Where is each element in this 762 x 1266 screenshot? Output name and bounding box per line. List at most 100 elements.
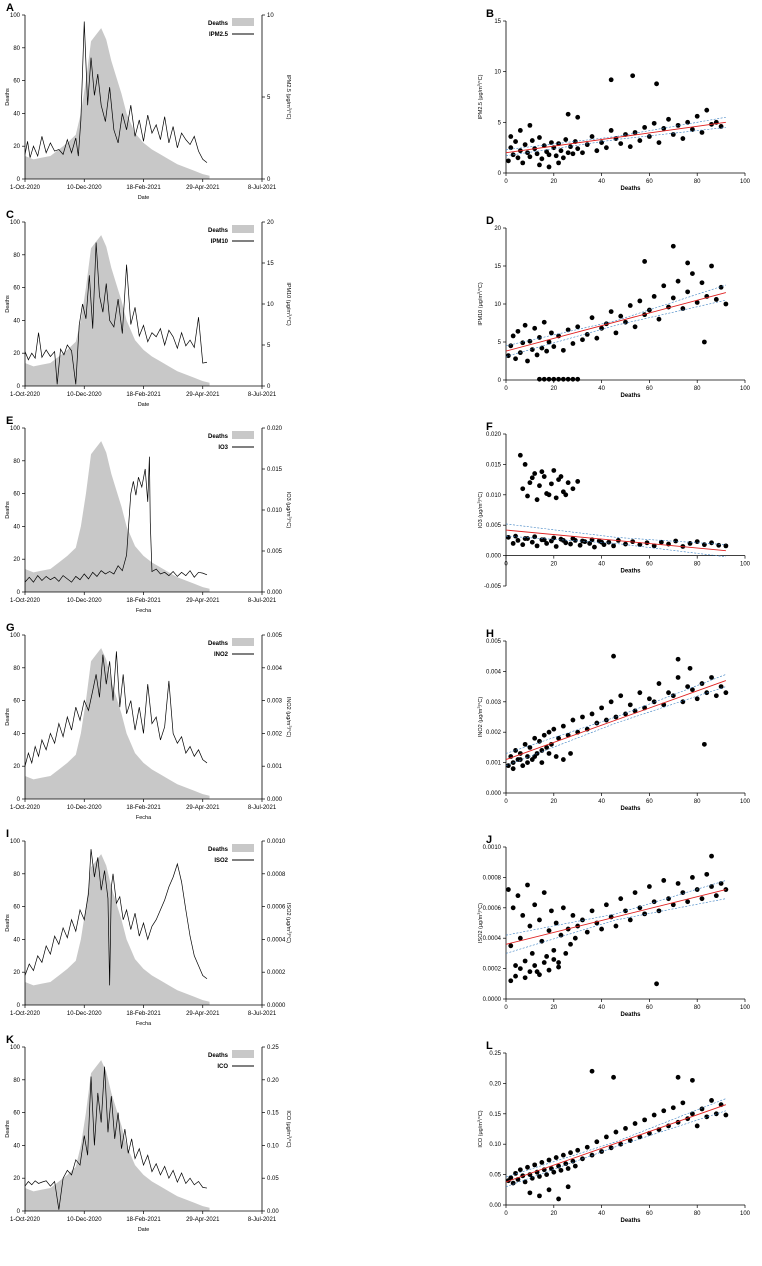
data-point-l xyxy=(546,1157,552,1163)
data-point-h xyxy=(701,741,707,747)
data-point-d xyxy=(632,324,638,330)
y2-tick-label-c: 10 xyxy=(267,302,274,308)
data-point-d xyxy=(513,356,518,362)
deaths-area-k xyxy=(25,1060,210,1211)
exposure-line-e xyxy=(24,456,208,583)
y-tick-label-e: 60 xyxy=(13,492,20,498)
ci-lower-l xyxy=(505,1110,726,1188)
x-tick-label-j: 100 xyxy=(740,1005,751,1011)
data-point-j xyxy=(556,960,561,965)
y-tick-label-i: 20 xyxy=(13,970,20,976)
x-tick-label-l: 40 xyxy=(598,1211,605,1217)
y2-tick-label-g: 0.000 xyxy=(267,797,283,803)
data-point-b xyxy=(675,122,681,128)
data-point-j xyxy=(508,978,514,984)
data-point-l xyxy=(642,1117,648,1123)
data-point-b xyxy=(513,139,518,144)
y2-tick-label-k: 0.15 xyxy=(267,1111,279,1117)
deaths-area-c xyxy=(25,235,210,386)
data-point-b xyxy=(608,77,614,83)
data-point-b xyxy=(534,151,540,157)
legend-swatch-deaths-g xyxy=(232,638,254,646)
x-tick-label-l: 80 xyxy=(694,1211,701,1217)
data-point-f xyxy=(658,539,664,545)
data-point-j xyxy=(510,905,516,911)
y2-tick-label-c: 0 xyxy=(267,384,271,390)
data-point-b xyxy=(537,135,542,140)
y-tick-label-a: 100 xyxy=(10,13,21,19)
data-point-f xyxy=(534,497,540,503)
y2-tick-label-k: 0.20 xyxy=(267,1078,279,1084)
legend-label-exposure-e: IO3 xyxy=(218,445,228,451)
y-tick-label-f: 0.010 xyxy=(486,493,502,499)
x-axis-title-b: Deaths xyxy=(620,186,641,192)
x-axis-title-a: Date xyxy=(138,195,150,201)
y-tick-label-k: 100 xyxy=(10,1045,21,1051)
x-tick-label-h: 20 xyxy=(550,799,557,805)
data-point-l xyxy=(560,1152,566,1158)
data-point-d xyxy=(546,339,552,345)
data-point-f xyxy=(553,495,559,501)
data-point-l xyxy=(589,1068,595,1074)
x-tick-label-g: 1-Oct-2020 xyxy=(10,805,41,811)
y2-tick-label-e: 0.020 xyxy=(267,426,283,432)
data-point-b xyxy=(556,160,561,166)
x-tick-label-k: 8-Jul-2021 xyxy=(248,1217,277,1223)
data-point-j xyxy=(675,881,681,886)
data-point-l xyxy=(632,1121,638,1126)
x-tick-label-c: 8-Jul-2021 xyxy=(248,392,277,398)
ci-lower-j xyxy=(505,898,726,954)
x-tick-label-e: 8-Jul-2021 xyxy=(248,598,277,604)
x-tick-label-l: 100 xyxy=(740,1211,751,1217)
data-point-l xyxy=(546,1187,552,1193)
data-point-j xyxy=(589,908,595,914)
panel-letter-j: J xyxy=(486,834,492,846)
y-tick-label-d: 20 xyxy=(494,226,501,232)
data-point-l xyxy=(723,1112,729,1118)
y-tick-label-k: 80 xyxy=(13,1078,20,1084)
y-axis-title-a: Deaths xyxy=(5,88,11,106)
x-tick-label-a: 1-Oct-2020 xyxy=(10,185,41,191)
x-tick-label-f: 0 xyxy=(504,562,508,568)
panel-letter-i: I xyxy=(6,828,9,840)
data-point-d xyxy=(685,289,691,295)
data-point-d xyxy=(551,376,557,382)
data-point-b xyxy=(694,113,700,119)
data-point-d xyxy=(525,358,530,364)
data-point-b xyxy=(690,127,695,132)
data-point-l xyxy=(551,1169,557,1175)
y-tick-label-i: 0 xyxy=(17,1003,21,1009)
x-tick-label-c: 29-Apr-2021 xyxy=(186,392,220,398)
data-point-b xyxy=(627,144,633,150)
data-point-l xyxy=(556,1196,561,1202)
x-tick-label-b: 60 xyxy=(646,179,653,185)
data-point-d xyxy=(575,376,581,382)
y-tick-label-a: 20 xyxy=(13,144,20,150)
data-point-h xyxy=(541,732,547,738)
y-tick-label-i: 80 xyxy=(13,872,20,878)
data-point-j xyxy=(568,941,573,947)
x-tick-label-j: 60 xyxy=(646,1005,653,1011)
y-axis-title-f: IO3 (μg/m3/°C) xyxy=(476,492,485,528)
data-point-d xyxy=(565,327,571,333)
data-point-d xyxy=(520,340,526,346)
y-tick-label-a: 80 xyxy=(13,46,20,52)
ci-upper-b xyxy=(505,116,726,150)
y-tick-label-c: 40 xyxy=(13,318,20,324)
legend-label-deaths-c: Deaths xyxy=(208,228,229,234)
exposure-line-a xyxy=(24,21,208,163)
data-point-f xyxy=(558,474,564,479)
panel-d: D 0 5 10 15 20 0 20 40 60 80 100 Deaths IPM10 (μg/m3/… xyxy=(476,215,751,399)
x-tick-label-l: 60 xyxy=(646,1211,653,1217)
y-tick-label-f: 0.005 xyxy=(486,523,502,529)
data-point-h xyxy=(560,757,566,762)
data-point-b xyxy=(637,138,643,143)
legend-swatch-deaths-c xyxy=(232,225,254,233)
data-point-j xyxy=(549,908,554,914)
data-point-j xyxy=(632,890,638,895)
data-point-l xyxy=(599,1149,604,1154)
y-tick-label-d: 10 xyxy=(494,302,501,308)
data-point-j xyxy=(723,887,729,892)
x-axis-title-j: Deaths xyxy=(620,1012,641,1018)
data-point-f xyxy=(520,542,526,548)
